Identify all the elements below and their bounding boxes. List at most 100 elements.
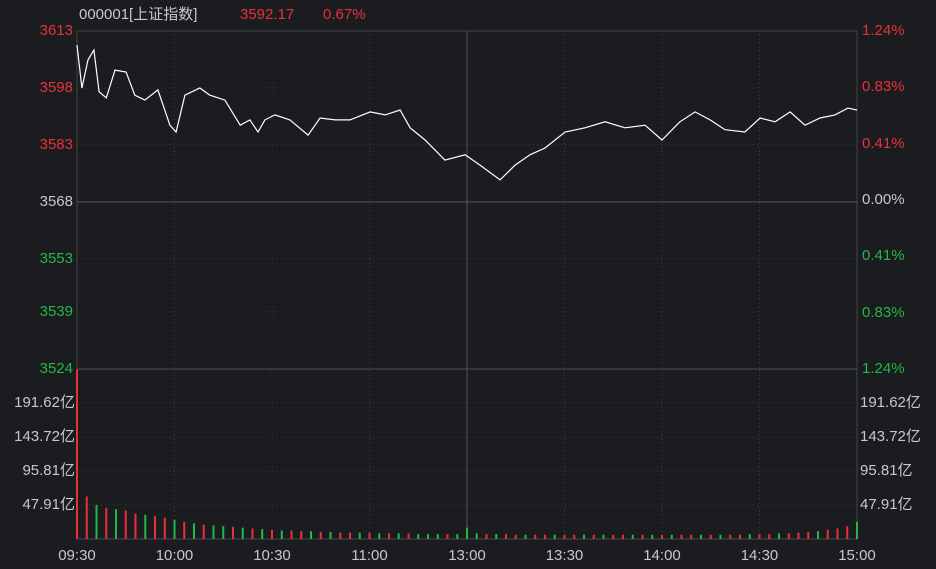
volume-bar [290, 530, 293, 539]
y-tick-label: 47.91亿 [22, 496, 75, 513]
volume-bar [514, 534, 517, 539]
volume-bar [622, 534, 624, 539]
volume-bar [115, 509, 117, 539]
volume-bar [241, 527, 244, 539]
volume-bar [670, 534, 673, 539]
volume-bar [544, 534, 546, 539]
volume-bar [739, 534, 741, 539]
x-tick-label: 14:00 [643, 547, 681, 564]
volume-bar [778, 533, 780, 539]
x-tick-label: 14:30 [741, 547, 779, 564]
x-tick-label: 10:00 [156, 547, 194, 564]
y2-tick-label: 0.41% [862, 247, 905, 264]
y2-tick-label: 1.24% [862, 360, 905, 377]
y2-tick-label: 0.83% [862, 78, 905, 95]
volume-bar [446, 534, 449, 539]
volume-bar [358, 532, 361, 539]
y-tick-label: 191.62亿 [860, 394, 921, 411]
volume-bar [222, 526, 225, 539]
volume-bar [329, 531, 332, 539]
volume-bar [700, 534, 702, 539]
volume-bar [427, 534, 429, 539]
volume-bar [573, 534, 576, 539]
volume-bar [690, 534, 693, 539]
volume-bar [407, 533, 410, 539]
volume-bar [817, 531, 819, 539]
x-tick-label: 15:00 [838, 547, 876, 564]
volume-bar [524, 534, 527, 539]
volume-bar [826, 529, 829, 539]
y-tick-label: 3568 [40, 193, 73, 210]
y-tick-label: 143.72亿 [860, 428, 921, 445]
volume-bar [495, 534, 498, 539]
volume-bar [271, 529, 273, 539]
volume-bar [758, 534, 761, 539]
volume-bar [232, 526, 234, 539]
volume-bar [417, 534, 420, 539]
volume-bar [378, 533, 381, 539]
volume-bar [787, 533, 790, 539]
volume-bar [85, 496, 88, 539]
volume-bar [388, 533, 390, 539]
volume-bar [124, 510, 127, 539]
volume-bar [768, 534, 771, 539]
y-tick-label: 3598 [40, 79, 73, 96]
volume-bar [280, 530, 283, 539]
volume-bar [339, 532, 342, 539]
volume-bar [631, 534, 634, 539]
volume-bar [202, 524, 205, 539]
volume-bar [466, 527, 468, 539]
volume-bar [183, 521, 186, 539]
volume-bar [583, 534, 585, 539]
volume-bar [212, 525, 215, 539]
y-tick-label: 3553 [40, 250, 73, 267]
last-price: 3592.17 [240, 6, 294, 23]
volume-bar [173, 519, 176, 539]
volume-bar [475, 533, 478, 539]
x-tick-label: 13:30 [546, 547, 584, 564]
volume-bar [349, 532, 351, 539]
y2-tick-label: 0.83% [862, 304, 905, 321]
volume-bar [602, 534, 605, 539]
volume-bar [154, 516, 156, 539]
y2-tick-label: 0.00% [862, 191, 905, 208]
volume-bar [807, 531, 810, 539]
y2-tick-label: 1.24% [862, 22, 905, 39]
volume-bar [836, 528, 839, 539]
volume-bar [368, 532, 371, 539]
volume-bar [300, 531, 303, 539]
x-tick-label: 09:30 [58, 547, 96, 564]
y-tick-label: 3613 [40, 22, 73, 39]
x-tick-label: 10:30 [253, 547, 291, 564]
y-tick-label: 191.62亿 [14, 394, 75, 411]
volume-bar [797, 532, 800, 539]
y-tick-label: 3539 [40, 303, 73, 320]
volume-bar [76, 369, 78, 539]
volume-bar [729, 534, 732, 539]
volume-bar [251, 528, 254, 539]
volume-bar [319, 531, 322, 539]
volume-bar [553, 534, 556, 539]
volume-bar [144, 514, 147, 539]
volume-bar [719, 534, 722, 539]
change-percent: 0.67% [323, 6, 366, 23]
y-tick-label: 3583 [40, 136, 73, 153]
x-tick-label: 11:00 [351, 547, 387, 564]
volume-bar [456, 534, 459, 539]
chart-title: 000001[上证指数] [79, 6, 197, 23]
volume-bar [709, 534, 712, 539]
volume-bar [612, 534, 615, 539]
volume-bar [95, 504, 98, 539]
volume-bar [193, 523, 195, 539]
volume-bar [105, 507, 108, 539]
y-tick-label: 47.91亿 [860, 496, 913, 513]
volume-bar [748, 534, 751, 539]
y-tick-label: 3524 [40, 360, 73, 377]
volume-bar [397, 533, 400, 539]
volume-bar [134, 513, 137, 539]
volume-bar [641, 534, 644, 539]
y2-tick-label: 0.41% [862, 135, 905, 152]
